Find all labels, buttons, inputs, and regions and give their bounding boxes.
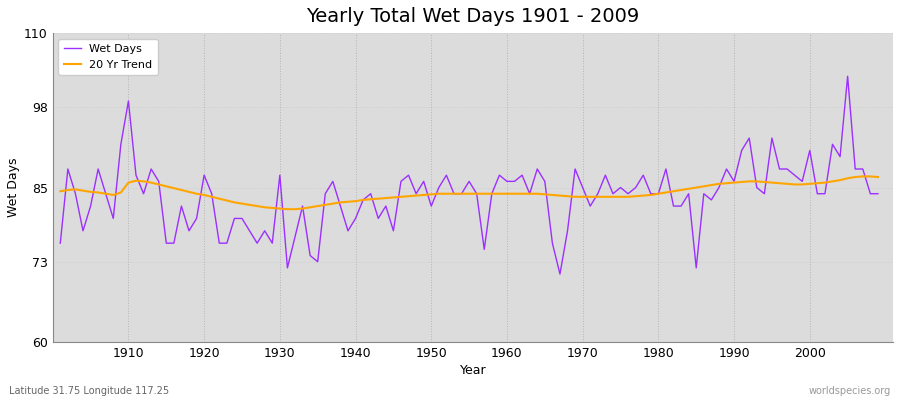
Wet Days <box>282 266 292 270</box>
Y-axis label: Wet Days: Wet Days <box>7 158 20 217</box>
20 Yr Trend <box>282 207 292 212</box>
Legend: Wet Days, 20 Yr Trend: Wet Days, 20 Yr Trend <box>58 39 158 76</box>
Wet Days <box>842 74 853 79</box>
Title: Yearly Total Wet Days 1901 - 2009: Yearly Total Wet Days 1901 - 2009 <box>306 7 640 26</box>
Line: Wet Days: Wet Days <box>60 76 877 274</box>
20 Yr Trend <box>600 194 611 199</box>
20 Yr Trend <box>509 191 520 196</box>
20 Yr Trend <box>115 190 126 195</box>
20 Yr Trend <box>501 191 512 196</box>
Text: Latitude 31.75 Longitude 117.25: Latitude 31.75 Longitude 117.25 <box>9 386 169 396</box>
Wet Days <box>501 179 512 184</box>
20 Yr Trend <box>872 175 883 180</box>
Wet Days <box>328 179 338 184</box>
Wet Days <box>115 142 126 147</box>
Wet Days <box>494 173 505 178</box>
20 Yr Trend <box>55 189 66 194</box>
Wet Days <box>55 241 66 246</box>
Wet Days <box>600 173 611 178</box>
Wet Days <box>554 272 565 276</box>
Text: worldspecies.org: worldspecies.org <box>809 386 891 396</box>
Wet Days <box>872 191 883 196</box>
20 Yr Trend <box>858 174 868 179</box>
Line: 20 Yr Trend: 20 Yr Trend <box>60 176 877 209</box>
X-axis label: Year: Year <box>460 364 486 377</box>
20 Yr Trend <box>335 200 346 205</box>
20 Yr Trend <box>290 207 301 212</box>
